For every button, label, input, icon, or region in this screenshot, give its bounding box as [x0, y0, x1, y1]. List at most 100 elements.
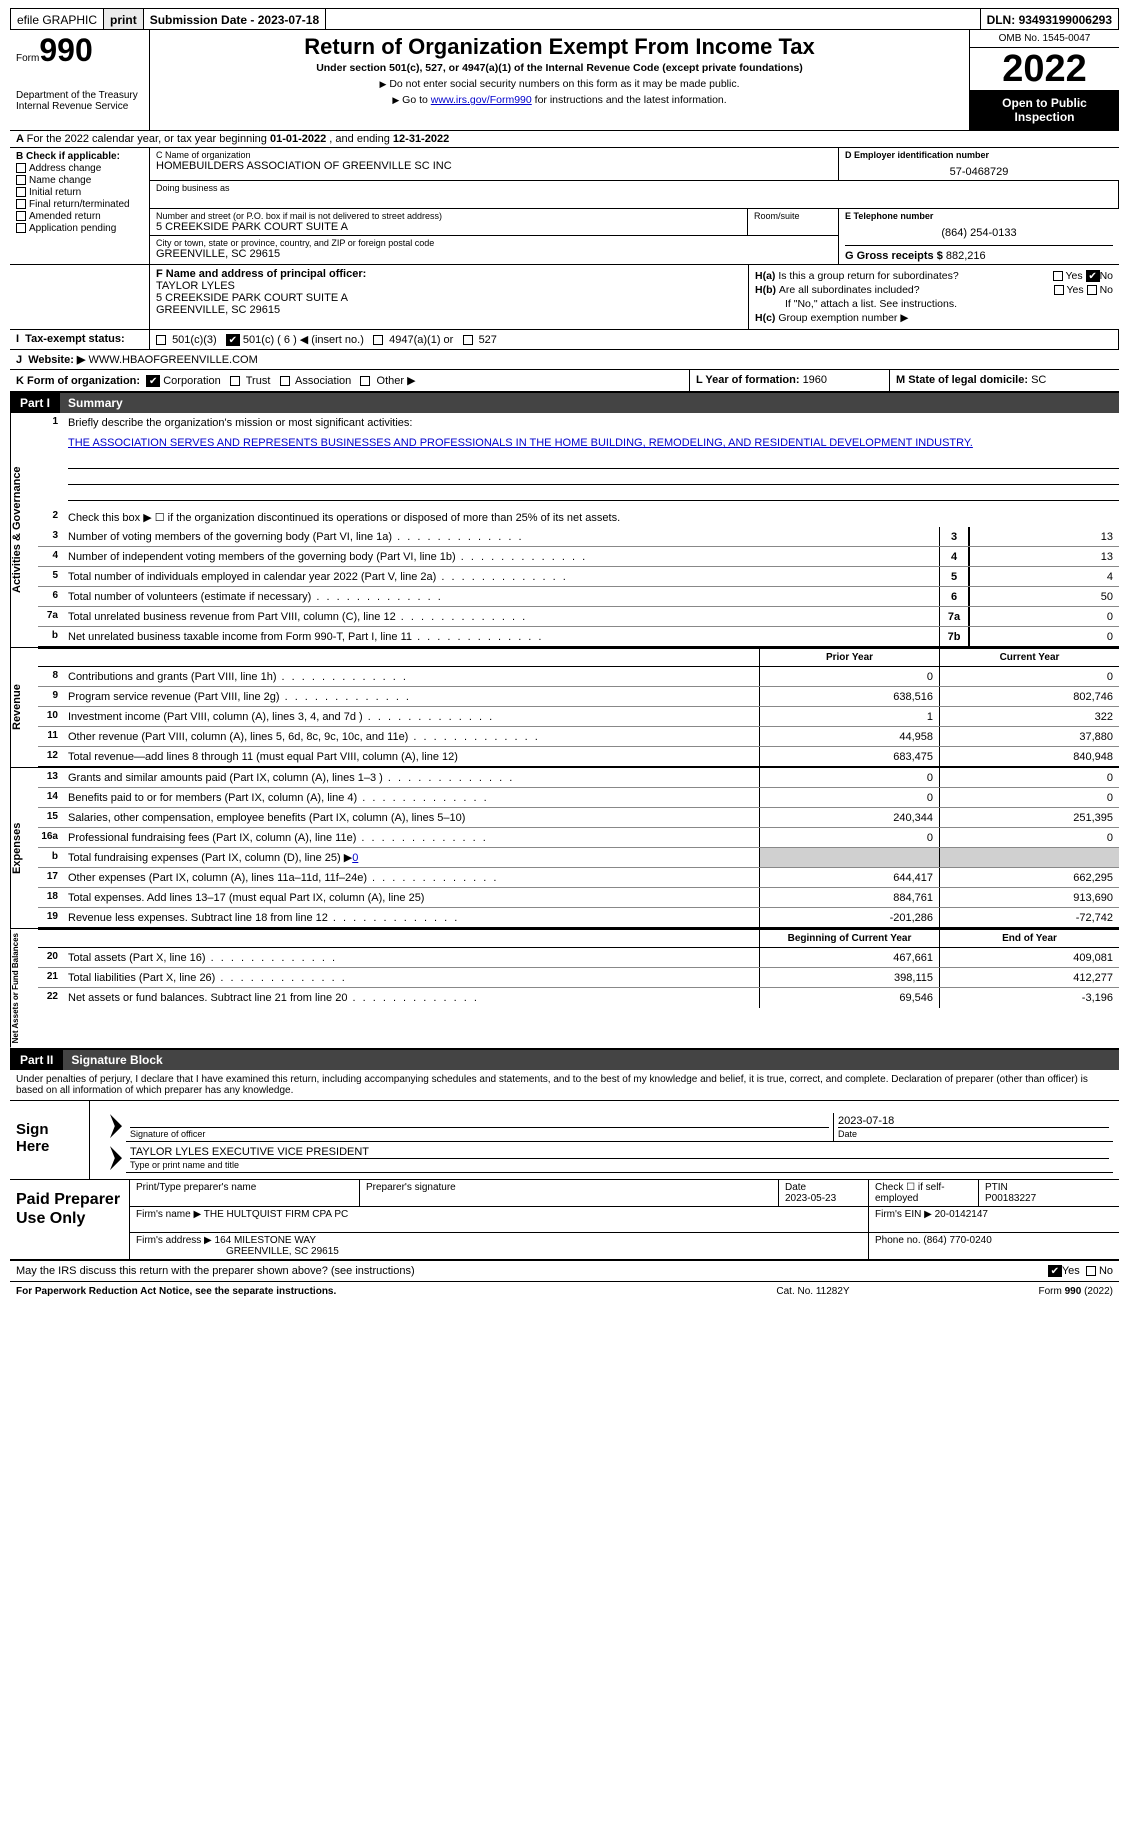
line-15: 15Salaries, other compensation, employee…	[38, 808, 1119, 828]
mission-text-block: THE ASSOCIATION SERVES AND REPRESENTS BU…	[38, 433, 1119, 453]
header-mid: Return of Organization Exempt From Incom…	[150, 30, 969, 130]
line-3: 3Number of voting members of the governi…	[38, 527, 1119, 547]
prep-firm-addr2: GREENVILLE, SC 29615	[226, 1246, 339, 1257]
sig-officer-label: Signature of officer	[130, 1127, 829, 1139]
chk-name-change[interactable]: Name change	[16, 175, 143, 186]
chk-501c3[interactable]	[156, 335, 166, 345]
h-b-note: If "No," attach a list. See instructions…	[755, 298, 1113, 310]
footer-left: For Paperwork Reduction Act Notice, see …	[16, 1286, 713, 1297]
chk-application-pending[interactable]: Application pending	[16, 223, 143, 234]
footer-right: Form 990 (2022)	[913, 1286, 1113, 1297]
k-state-domicile: M State of legal domicile: SC	[889, 370, 1119, 391]
chk-trust[interactable]	[230, 376, 240, 386]
prep-firm-name: Firm's name ▶ THE HULTQUIST FIRM CPA PC	[130, 1207, 869, 1232]
rev-header: Prior Year Current Year	[38, 648, 1119, 667]
line-8: 8Contributions and grants (Part VIII, li…	[38, 667, 1119, 687]
k-left: K Form of organization: ✔ Corporation Tr…	[10, 370, 689, 391]
line-2: 2Check this box ▶ ☐ if the organization …	[38, 507, 1119, 527]
line-3-val: 13	[969, 527, 1119, 546]
chk-final-return[interactable]: Final return/terminated	[16, 199, 143, 210]
chk-amended-return[interactable]: Amended return	[16, 211, 143, 222]
vtab-ag: Activities & Governance	[10, 413, 38, 647]
vtab-net-assets: Net Assets or Fund Balances	[10, 929, 38, 1047]
col-d-ein: D Employer identification number 57-0468…	[839, 148, 1119, 180]
city-label: City or town, state or province, country…	[156, 238, 832, 248]
line-16b: bTotal fundraising expenses (Part IX, co…	[38, 848, 1119, 868]
form-title: Return of Organization Exempt From Incom…	[156, 34, 963, 60]
hb-yes-label: Yes	[1067, 284, 1084, 296]
ha-yes-checkbox[interactable]	[1053, 271, 1063, 281]
prep-row-2: Firm's name ▶ THE HULTQUIST FIRM CPA PC …	[130, 1207, 1119, 1233]
line-1: 1 Briefly describe the organization's mi…	[38, 413, 1119, 433]
form-label: Form	[16, 53, 39, 64]
room-label: Room/suite	[754, 211, 832, 221]
mission-text: THE ASSOCIATION SERVES AND REPRESENTS BU…	[68, 437, 973, 449]
sig-row-2: TAYLOR LYLES EXECUTIVE VICE PRESIDENT Ty…	[110, 1144, 1113, 1173]
chk-initial-return[interactable]: Initial return	[16, 187, 143, 198]
row-a-calendar-year: A For the 2022 calendar year, or tax yea…	[10, 131, 1119, 148]
phone-label: E Telephone number	[845, 211, 1113, 221]
line-20: 20Total assets (Part X, line 16)467,6614…	[38, 948, 1119, 968]
chk-501c[interactable]: ✔	[226, 334, 240, 346]
officer-name: TAYLOR LYLES	[156, 280, 742, 292]
city-cell: City or town, state or province, country…	[150, 236, 838, 264]
website-value: WWW.HBAOFGREENVILLE.COM	[88, 354, 257, 366]
prep-firm-name-value: THE HULTQUIST FIRM CPA PC	[204, 1209, 348, 1220]
line-7b: bNet unrelated business taxable income f…	[38, 627, 1119, 647]
may-irs-yes: Yes	[1062, 1265, 1080, 1277]
may-irs-no-checkbox[interactable]	[1086, 1266, 1096, 1276]
sig-date-value: 2023-07-18	[838, 1115, 1109, 1127]
org-name: HOMEBUILDERS ASSOCIATION OF GREENVILLE S…	[156, 160, 832, 172]
omb-number: OMB No. 1545-0047	[970, 30, 1119, 48]
row-a-pre: For the 2022 calendar year, or tax year …	[27, 133, 270, 145]
opt-501c3: 501(c)(3)	[172, 334, 217, 346]
room-cell: Room/suite	[748, 209, 838, 235]
street-value: 5 CREEKSIDE PARK COURT SUITE A	[156, 221, 741, 233]
form-note-1: ▶ Do not enter social security numbers o…	[156, 78, 963, 90]
chk-527[interactable]	[463, 335, 473, 345]
prep-firm-addr1: 164 MILESTONE WAY	[215, 1235, 317, 1246]
h-c-row: H(c) Group exemption number ▶	[755, 312, 1113, 324]
line-7a-val: 0	[969, 607, 1119, 626]
preparer-title: Paid Preparer Use Only	[10, 1180, 130, 1259]
col-b-label: B Check if applicable:	[16, 151, 143, 162]
sig-row-1: Signature of officer 2023-07-18 Date	[110, 1111, 1113, 1142]
chk-corp[interactable]: ✔	[146, 375, 160, 387]
print-button[interactable]: print	[104, 9, 144, 29]
chk-address-change[interactable]: Address change	[16, 163, 143, 174]
prep-name-label: Print/Type preparer's name	[130, 1180, 360, 1206]
ha-no-checkbox[interactable]: ✔	[1086, 270, 1100, 282]
chk-other[interactable]	[360, 376, 370, 386]
declaration-text: Under penalties of perjury, I declare th…	[10, 1070, 1119, 1101]
may-irs-yes-checkbox[interactable]: ✔	[1048, 1265, 1062, 1277]
irs-link[interactable]: www.irs.gov/Form990	[431, 94, 532, 106]
hb-no-checkbox[interactable]	[1087, 285, 1097, 295]
website-label: Website: ▶	[28, 354, 85, 366]
hb-yes-checkbox[interactable]	[1054, 285, 1064, 295]
chk-4947[interactable]	[373, 335, 383, 345]
note1-text: Do not enter social security numbers on …	[389, 78, 739, 90]
rule-line	[68, 485, 1119, 501]
h-a-row: H(a) Is this a group return for subordin…	[755, 270, 1113, 282]
l-value: 1960	[803, 374, 827, 386]
ein-value: 57-0468729	[845, 166, 1113, 178]
dept-treasury: Department of the Treasury	[16, 90, 143, 101]
ha-label: Is this a group return for subordinates?	[778, 270, 1052, 282]
col-f-officer: F Name and address of principal officer:…	[150, 265, 749, 329]
rule-line	[68, 453, 1119, 469]
prep-date-cell: Date2023-05-23	[779, 1180, 869, 1206]
chk-assoc[interactable]	[280, 376, 290, 386]
line-2-desc: Check this box ▶ ☐ if the organization d…	[64, 509, 1119, 526]
sig-name-value: TAYLOR LYLES EXECUTIVE VICE PRESIDENT	[130, 1146, 1109, 1158]
line-7b-desc: Net unrelated business taxable income fr…	[64, 629, 939, 645]
dln: DLN: 93493199006293	[980, 9, 1118, 29]
line-16b-link[interactable]: 0	[352, 852, 358, 864]
k-label: K Form of organization:	[16, 375, 140, 387]
preparer-block: Paid Preparer Use Only Print/Type prepar…	[10, 1180, 1119, 1261]
dba-cell: Doing business as	[150, 181, 1119, 209]
h-b-row: H(b) Are all subordinates included? Yes …	[755, 284, 1113, 296]
col-e: E Telephone number (864) 254-0133 G Gros…	[839, 209, 1119, 264]
sig-officer-cell: Signature of officer	[126, 1111, 833, 1142]
hb-label: Are all subordinates included?	[779, 284, 1054, 296]
block-fgh: F Name and address of principal officer:…	[10, 265, 1119, 330]
